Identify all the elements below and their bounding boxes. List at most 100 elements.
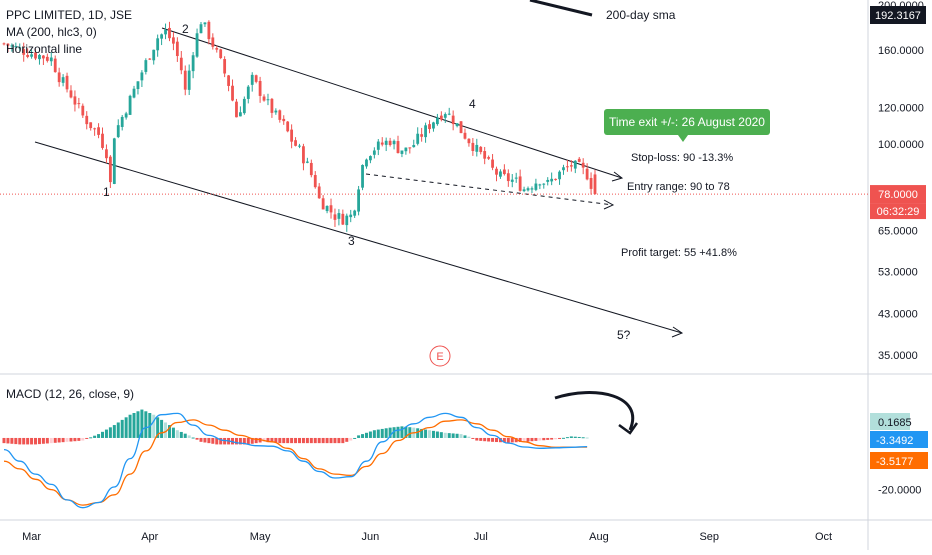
candle-body[interactable]: [6, 43, 10, 46]
candle-body[interactable]: [459, 121, 463, 134]
candle-body[interactable]: [562, 167, 565, 171]
candle-body[interactable]: [329, 205, 333, 213]
candle-body[interactable]: [101, 133, 104, 148]
candle-body[interactable]: [164, 29, 167, 35]
candle-body[interactable]: [199, 24, 203, 34]
candle-body[interactable]: [144, 60, 148, 72]
candle-body[interactable]: [369, 156, 372, 161]
candle-body[interactable]: [203, 22, 207, 25]
candle-body[interactable]: [270, 98, 274, 113]
horizontal-line-label[interactable]: Horizontal line: [6, 42, 83, 56]
candle-body[interactable]: [357, 189, 360, 212]
candle-body[interactable]: [432, 122, 435, 129]
wave-label-1[interactable]: 1: [103, 185, 110, 199]
candle-body[interactable]: [124, 113, 128, 118]
candle-body[interactable]: [589, 177, 593, 189]
candle-body[interactable]: [85, 115, 89, 125]
candle-body[interactable]: [239, 112, 242, 117]
candle-body[interactable]: [313, 175, 317, 188]
stop-loss-label[interactable]: Stop-loss: 90 -13.3%: [631, 152, 733, 164]
profit-target-label[interactable]: Profit target: 55 +41.8%: [621, 247, 737, 259]
candle-body[interactable]: [577, 158, 581, 162]
wave-label-3[interactable]: 3: [348, 234, 355, 248]
candle-body[interactable]: [408, 147, 412, 149]
candle-body[interactable]: [266, 99, 270, 101]
candle-body[interactable]: [195, 33, 199, 57]
candle-body[interactable]: [211, 37, 215, 47]
candle-body[interactable]: [45, 56, 49, 61]
candle-body[interactable]: [502, 169, 506, 175]
candle-body[interactable]: [223, 59, 227, 74]
candle-body[interactable]: [581, 162, 585, 168]
candle-body[interactable]: [250, 74, 254, 85]
symbol-title[interactable]: PPC LIMITED, 1D, JSE: [6, 8, 133, 22]
channel-upper-line[interactable]: [161, 27, 623, 179]
candle-body[interactable]: [10, 45, 14, 47]
candle-body[interactable]: [569, 165, 573, 167]
candle-body[interactable]: [191, 55, 195, 72]
candle-body[interactable]: [439, 115, 443, 120]
candle-body[interactable]: [258, 80, 262, 96]
candle-body[interactable]: [585, 168, 589, 180]
candle-body[interactable]: [179, 57, 183, 71]
candle-body[interactable]: [227, 75, 230, 86]
candle-body[interactable]: [510, 179, 514, 182]
candle-body[interactable]: [573, 160, 577, 169]
candle-body[interactable]: [128, 95, 132, 115]
candle-body[interactable]: [235, 101, 238, 118]
candle-body[interactable]: [246, 86, 250, 99]
entry-range-label[interactable]: Entry range: 90 to 78: [627, 181, 730, 193]
candle-body[interactable]: [120, 116, 124, 127]
dashed-trend-line[interactable]: [365, 173, 614, 206]
candle-body[interactable]: [384, 140, 388, 145]
wave-label-5[interactable]: 5?: [617, 328, 631, 342]
channel-lower-line[interactable]: [34, 141, 683, 334]
candle-body[interactable]: [388, 140, 392, 145]
candle-body[interactable]: [412, 145, 416, 148]
wave-label-4[interactable]: 4: [469, 97, 476, 111]
candle-body[interactable]: [219, 49, 223, 59]
candle-body[interactable]: [380, 142, 384, 145]
candle-body[interactable]: [463, 132, 467, 139]
candle-body[interactable]: [26, 55, 30, 57]
earnings-icon[interactable]: [429, 345, 451, 367]
candle-body[interactable]: [495, 168, 498, 175]
candle-body[interactable]: [467, 138, 471, 144]
candle-body[interactable]: [499, 171, 502, 177]
candle-body[interactable]: [302, 146, 305, 164]
candle-body[interactable]: [305, 161, 309, 163]
candle-body[interactable]: [396, 141, 400, 154]
candle-body[interactable]: [61, 77, 65, 83]
candle-body[interactable]: [321, 198, 325, 210]
candle-body[interactable]: [231, 85, 234, 101]
candle-body[interactable]: [365, 159, 368, 167]
candle-body[interactable]: [65, 75, 69, 90]
time-exit-callout[interactable]: [604, 109, 770, 135]
candle-body[interactable]: [349, 214, 353, 218]
candle-body[interactable]: [353, 210, 357, 216]
macd-signal-line[interactable]: [3, 419, 588, 506]
candle-body[interactable]: [14, 46, 18, 48]
candle-body[interactable]: [593, 174, 597, 195]
candle-body[interactable]: [325, 205, 329, 212]
macd-line[interactable]: [3, 412, 588, 509]
candle-body[interactable]: [254, 75, 258, 82]
candle-body[interactable]: [168, 27, 171, 39]
candle-body[interactable]: [152, 49, 156, 61]
candle-body[interactable]: [558, 171, 561, 180]
sma-200-line[interactable]: [529, 0, 593, 17]
candle-body[interactable]: [172, 37, 175, 44]
candle-body[interactable]: [534, 183, 538, 190]
candle-body[interactable]: [286, 121, 290, 132]
candle-body[interactable]: [361, 164, 364, 188]
candle-body[interactable]: [49, 57, 53, 62]
candle-body[interactable]: [160, 34, 163, 39]
macd-curved-arrow[interactable]: [554, 391, 634, 431]
candle-body[interactable]: [53, 58, 57, 73]
candle-body[interactable]: [337, 213, 341, 219]
candle-body[interactable]: [34, 52, 37, 59]
candle-body[interactable]: [309, 162, 313, 176]
candle-body[interactable]: [81, 105, 85, 116]
candle-body[interactable]: [274, 110, 278, 113]
candle-body[interactable]: [140, 72, 144, 81]
